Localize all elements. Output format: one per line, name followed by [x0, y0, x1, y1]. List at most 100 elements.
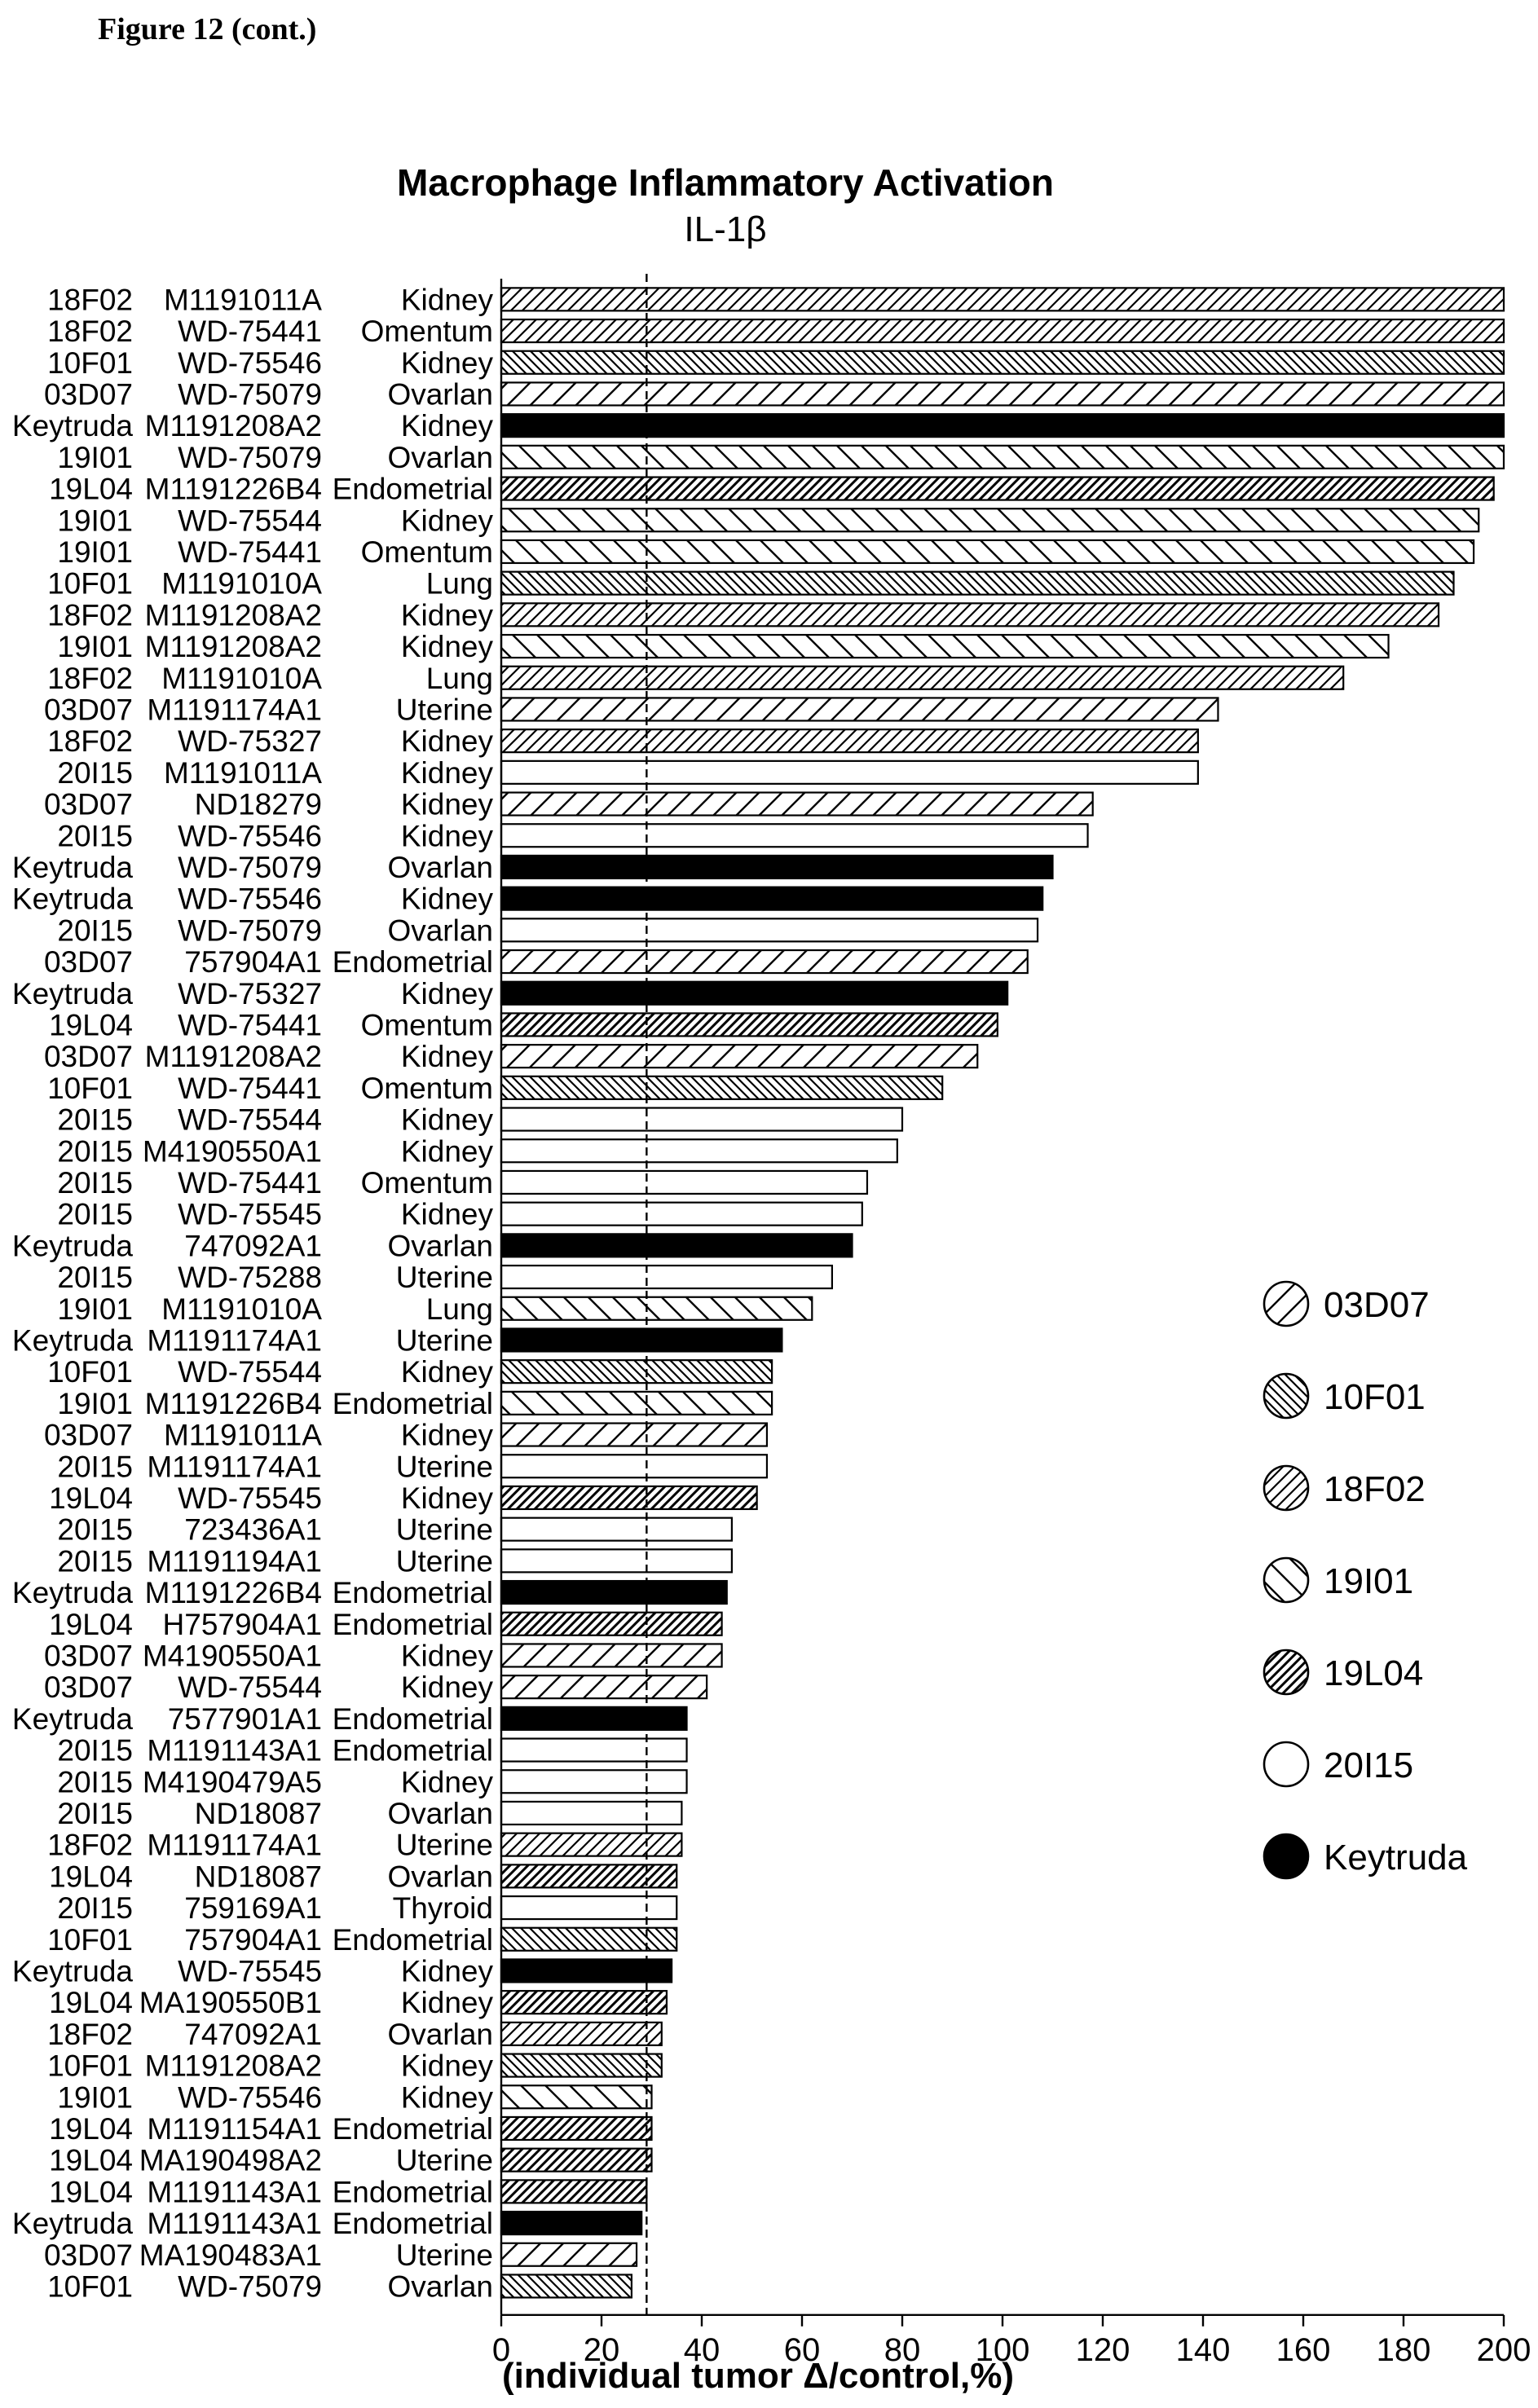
bar-row: 03D07 M4190550A1 Kidney [44, 1639, 723, 1672]
row-tissue-label: Endometrial [333, 2175, 493, 2208]
row-tissue-label: Kidney [401, 1040, 494, 1073]
x-tick-label: 40 [684, 2332, 721, 2368]
row-group-label: Keytruda [12, 2207, 134, 2240]
row-tissue-label: Lung [426, 567, 493, 601]
row-tissue-label: Endometrial [333, 1387, 493, 1420]
legend-label: 20I15 [1324, 1745, 1413, 1785]
row-sample-label: M1191010A [161, 567, 322, 601]
x-tick-label: 0 [492, 2332, 510, 2368]
x-tick-label: 200 [1477, 2332, 1531, 2368]
row-group-label: 19L04 [49, 2112, 133, 2146]
bar-row: 10F01 M1191208A2 Kidney [47, 2049, 663, 2083]
bar [500, 823, 1089, 848]
row-sample-label: WD-75288 [178, 1261, 322, 1294]
legend-label: 18F02 [1324, 1469, 1426, 1509]
row-tissue-label: Kidney [401, 1103, 494, 1137]
bar-row: 19I01 M1191226B4 Endometrial [57, 1387, 773, 1420]
row-sample-label: WD-75441 [178, 1008, 322, 1041]
row-tissue-label: Kidney [401, 1986, 494, 2019]
row-sample-label: WD-75079 [178, 441, 322, 474]
row-group-label: 03D07 [44, 945, 133, 979]
row-tissue-label: Ovarlan [387, 377, 493, 411]
row-sample-label: 747092A1 [184, 2018, 322, 2051]
x-tick-label: 60 [784, 2332, 821, 2368]
bar [500, 791, 1094, 817]
bar-row: 19L04 M1191154A1 Endometrial [49, 2112, 653, 2146]
row-group-label: 20I15 [57, 756, 133, 790]
bar-row: 03D07 MA190483A1 Uterine [44, 2239, 638, 2272]
row-group-label: 19I01 [57, 1387, 133, 1420]
row-tissue-label: Ovarlan [387, 1229, 493, 1262]
bar-row: 19L04 H757904A1 Endometrial [49, 1608, 723, 1641]
row-sample-label: WD-75545 [178, 1198, 322, 1231]
bar [500, 476, 1495, 501]
row-group-label: 20I15 [57, 819, 133, 852]
bar [500, 1044, 979, 1069]
bar [500, 602, 1440, 627]
row-sample-label: M1191174A1 [147, 1323, 322, 1357]
row-group-label: 19I01 [57, 535, 133, 569]
bar [500, 1706, 688, 1731]
bar-row: 20I15 M1191174A1 Uterine [57, 1450, 769, 1483]
row-group-label: Keytruda [12, 977, 134, 1010]
bar-row: 19L04 WD-75441 Omentum [49, 1008, 998, 1041]
bar [500, 1517, 733, 1542]
row-sample-label: MA190550B1 [139, 1986, 322, 2019]
legend-swatch [1263, 1372, 1310, 1420]
bar [500, 980, 1009, 1006]
bar-row: 20I15 WD-75079 Ovarlan [57, 913, 1039, 947]
bar-row: 20I15 ND18087 Ovarlan [57, 1797, 683, 1830]
row-group-label: 20I15 [57, 1513, 133, 1547]
bar-row: Keytruda 747092A1 Ovarlan [12, 1229, 853, 1262]
bar-row: 19L04 MA190550B1 Kidney [49, 1986, 668, 2019]
legend-item: Keytruda [1263, 1833, 1468, 1880]
row-sample-label: 7577901A1 [168, 1702, 322, 1736]
row-sample-label: H757904A1 [163, 1608, 322, 1641]
row-sample-label: WD-75544 [178, 1355, 322, 1389]
bar-row: 20I15 M4190479A5 Kidney [57, 1765, 688, 1798]
bar-row: 20I15 WD-75441 Omentum [57, 1166, 869, 1200]
legend-swatch [1263, 1741, 1310, 1788]
row-tissue-label: Kidney [401, 1954, 494, 1988]
row-sample-label: WD-75544 [178, 1671, 322, 1704]
legend-label: 19I01 [1324, 1561, 1413, 1601]
row-tissue-label: Lung [426, 1292, 493, 1326]
bar-row: 18F02 WD-75441 Omentum [47, 315, 1505, 348]
row-sample-label: 757904A1 [184, 945, 322, 979]
row-sample-label: WD-75546 [178, 819, 322, 852]
row-group-label: 20I15 [57, 1103, 133, 1137]
bar [500, 539, 1475, 565]
bar [500, 2210, 643, 2236]
row-tissue-label: Kidney [401, 756, 494, 790]
bar [500, 2242, 638, 2267]
row-tissue-label: Kidney [401, 1481, 494, 1515]
bar [500, 1138, 898, 1164]
row-group-label: Keytruda [12, 1954, 134, 1988]
legend-swatch [1263, 1833, 1310, 1880]
row-sample-label: WD-75441 [178, 315, 322, 348]
row-sample-label: M1191010A [161, 1292, 322, 1326]
legend-item: 10F01 [1263, 1372, 1426, 1420]
row-group-label: 20I15 [57, 1450, 133, 1483]
bar [500, 1107, 904, 1132]
row-group-label: Keytruda [12, 851, 134, 884]
row-tissue-label: Kidney [401, 1671, 494, 1704]
row-group-label: 20I15 [57, 1891, 133, 1925]
bar [500, 2084, 653, 2110]
row-group-label: 10F01 [47, 567, 133, 601]
x-tick-label: 80 [884, 2332, 921, 2368]
row-group-label: Keytruda [12, 409, 134, 442]
row-sample-label: MA190483A1 [139, 2239, 322, 2272]
x-tick-label: 180 [1377, 2332, 1431, 2368]
row-group-label: 18F02 [47, 724, 133, 758]
row-tissue-label: Uterine [396, 1544, 493, 1578]
row-sample-label: M1191208A2 [145, 630, 322, 663]
row-group-label: 18F02 [47, 1829, 133, 1862]
row-tissue-label: Kidney [401, 1355, 494, 1389]
row-group-label: 10F01 [47, 1923, 133, 1957]
bar [500, 570, 1455, 596]
row-tissue-label: Kidney [401, 346, 494, 380]
legend-label: 10F01 [1324, 1377, 1426, 1417]
row-tissue-label: Endometrial [333, 945, 493, 979]
bar-row: Keytruda WD-75079 Ovarlan [12, 851, 1054, 884]
